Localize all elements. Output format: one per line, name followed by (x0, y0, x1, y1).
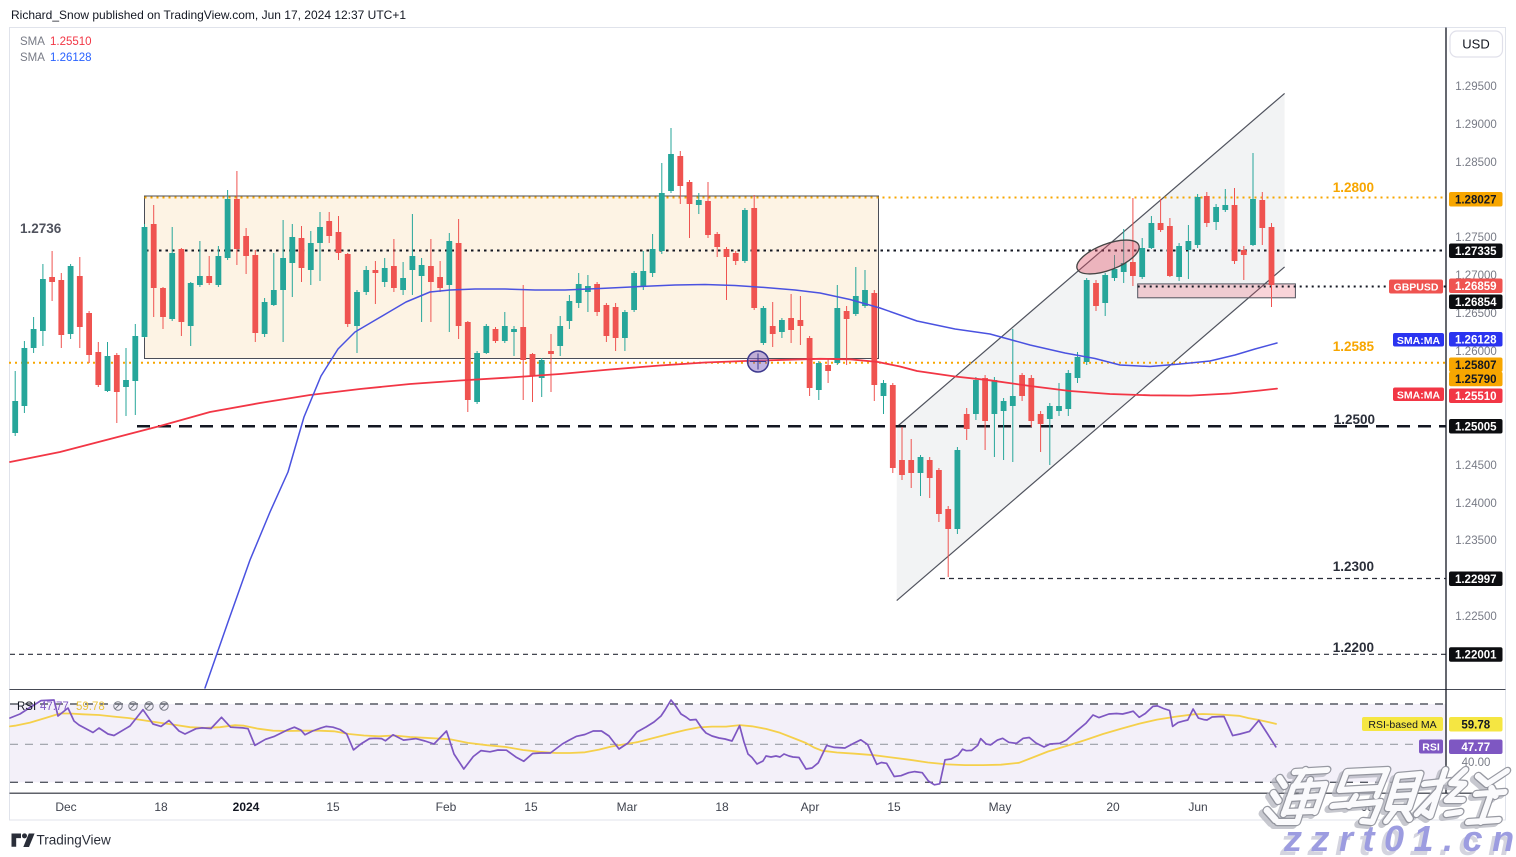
svg-text:2024: 2024 (233, 800, 260, 814)
svg-text:1.2200: 1.2200 (1333, 640, 1374, 655)
svg-text:1.2500: 1.2500 (1334, 412, 1375, 427)
svg-text:Dec: Dec (55, 800, 76, 814)
svg-text:Feb: Feb (436, 800, 457, 814)
svg-text:zzrt01.cn: zzrt01.cn (1279, 822, 1516, 857)
svg-text:Richard_Snow published on Trad: Richard_Snow published on TradingView.co… (11, 8, 406, 22)
svg-text:59.78: 59.78 (76, 701, 105, 713)
svg-text:1.22997: 1.22997 (1455, 574, 1497, 586)
svg-text:1.2736: 1.2736 (20, 221, 62, 236)
svg-text:18: 18 (715, 800, 729, 814)
svg-text:RSI: RSI (1422, 742, 1440, 754)
svg-text:Apr: Apr (801, 800, 820, 814)
svg-text:SMA:MA: SMA:MA (1397, 389, 1441, 401)
svg-text:1.24500: 1.24500 (1455, 460, 1497, 472)
svg-text:1.27500: 1.27500 (1455, 232, 1497, 244)
svg-text:1.27335: 1.27335 (1455, 246, 1497, 258)
svg-text:1.29000: 1.29000 (1455, 119, 1497, 131)
svg-text:TradingView: TradingView (37, 833, 112, 848)
svg-text:15: 15 (887, 800, 901, 814)
svg-text:47.77: 47.77 (40, 701, 69, 713)
svg-text:47.77: 47.77 (1461, 742, 1490, 754)
svg-text:1.26500: 1.26500 (1455, 308, 1497, 320)
svg-text:18: 18 (154, 800, 168, 814)
svg-text:1.2800: 1.2800 (1333, 180, 1374, 195)
svg-text:RSI-based MA: RSI-based MA (1368, 719, 1436, 731)
svg-text:1.28500: 1.28500 (1455, 157, 1497, 169)
svg-text:zzrt01.cn: zzrt01.cn (1283, 818, 1516, 857)
svg-text:1.29500: 1.29500 (1455, 81, 1497, 93)
svg-text:1.25807: 1.25807 (1455, 360, 1497, 372)
svg-text:1.26128: 1.26128 (50, 52, 92, 64)
svg-text:GBPUSD: GBPUSD (1394, 282, 1439, 294)
svg-text:SMA: SMA (20, 52, 45, 64)
svg-text:1.26128: 1.26128 (1455, 334, 1497, 346)
svg-text:40.00: 40.00 (1462, 757, 1491, 769)
svg-text:Mar: Mar (617, 800, 638, 814)
svg-text:1.2585: 1.2585 (1333, 339, 1375, 354)
svg-text:SMA: SMA (20, 36, 45, 48)
svg-text:Jun: Jun (1188, 800, 1207, 814)
svg-text:1.22500: 1.22500 (1455, 611, 1497, 623)
svg-text:1.23500: 1.23500 (1455, 535, 1497, 547)
svg-text:1.2300: 1.2300 (1333, 559, 1374, 574)
svg-text:20: 20 (1106, 800, 1120, 814)
svg-text:59.78: 59.78 (1461, 719, 1490, 731)
svg-text:May: May (989, 800, 1012, 814)
svg-text:1.25510: 1.25510 (50, 36, 92, 48)
svg-text:1.25790: 1.25790 (1455, 374, 1497, 386)
svg-text:1.26000: 1.26000 (1455, 346, 1497, 358)
svg-text:1.22001: 1.22001 (1455, 650, 1497, 662)
svg-text:SMA:MA: SMA:MA (1397, 335, 1441, 347)
svg-text:1.24000: 1.24000 (1455, 498, 1497, 510)
svg-text:1.25005: 1.25005 (1455, 421, 1497, 433)
svg-text:1.25510: 1.25510 (1455, 391, 1497, 403)
svg-text:1.26859: 1.26859 (1455, 281, 1497, 293)
svg-text:15: 15 (326, 800, 340, 814)
svg-text:RSI: RSI (17, 701, 36, 713)
svg-text:USD: USD (1462, 37, 1489, 52)
svg-text:1.28027: 1.28027 (1455, 194, 1497, 206)
svg-text:15: 15 (524, 800, 538, 814)
svg-text:1.26854: 1.26854 (1455, 297, 1497, 309)
